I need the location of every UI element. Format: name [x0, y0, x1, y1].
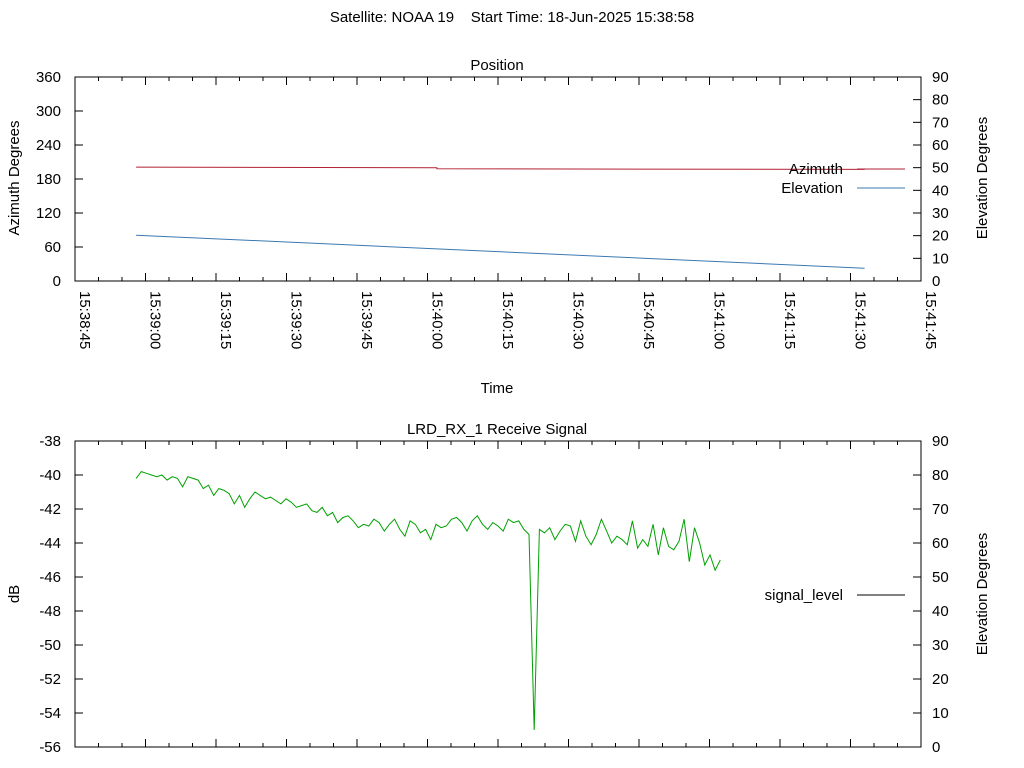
position-x-tick-label: 15:40:45 [640, 291, 657, 349]
signal-y2-tick-label: 30 [932, 637, 949, 654]
signal-y2-tick-label: 70 [932, 501, 949, 518]
signal-y2-tick-label: 40 [932, 603, 949, 620]
position-x-tick-label: 15:39:15 [217, 291, 234, 349]
position-x-tick-label: 15:39:00 [147, 291, 164, 349]
position-y2-tick-label: 50 [932, 160, 949, 177]
position-x-tick-label: 15:41:00 [711, 291, 728, 349]
position-chart: Position Azimuth Degrees Elevation Degre… [6, 57, 991, 397]
position-x-tick-label: 15:39:45 [358, 291, 375, 349]
position-y-tick-label: 0 [53, 273, 61, 290]
signal-y-tick-label: -54 [39, 705, 61, 722]
position-x-tick-label: 15:41:30 [852, 291, 869, 349]
position-y-tick-label: 360 [36, 69, 61, 86]
position-y2-tick-label: 70 [932, 114, 949, 131]
signal-chart: LRD_RX_1 Receive Signal dB Elevation Deg… [6, 421, 991, 756]
position-y-tick-label: 300 [36, 103, 61, 120]
position-x-tick-label: 15:39:30 [288, 291, 305, 349]
figure-title: Satellite: NOAA 19 Start Time: 18-Jun-20… [330, 9, 694, 26]
signal-y-tick-label: -50 [39, 637, 61, 654]
signal-y2-tick-label: 10 [932, 705, 949, 722]
position-y2-tick-label: 40 [932, 182, 949, 199]
position-x-tick-label: 15:38:45 [76, 291, 93, 349]
position-legend-azimuth-label: Azimuth [789, 161, 843, 178]
signal-y-tick-label: -42 [39, 501, 61, 518]
signal-y2-tick-label: 80 [932, 467, 949, 484]
position-plot-frame [74, 76, 922, 282]
signal-y2-tick-label: 0 [932, 739, 940, 756]
signal-y2-axis-label: Elevation Degrees [974, 533, 991, 656]
signal-y-tick-label: -48 [39, 603, 61, 620]
position-y-axis-label: Azimuth Degrees [6, 120, 23, 235]
signal-y-tick-label: -38 [39, 433, 61, 450]
signal-legend-label: signal_level [765, 587, 843, 604]
signal-y-tick-label: -40 [39, 467, 61, 484]
position-y2-tick-label: 20 [932, 228, 949, 245]
signal-y-tick-label: -46 [39, 569, 61, 586]
position-x-axis-label: Time [481, 380, 514, 397]
position-y-tick-label: 120 [36, 205, 61, 222]
position-chart-title: Position [470, 57, 523, 74]
position-y2-tick-label: 80 [932, 92, 949, 109]
signal-y-tick-label: -56 [39, 739, 61, 756]
signal-chart-title: LRD_RX_1 Receive Signal [407, 421, 587, 438]
position-y-tick-label: 180 [36, 171, 61, 188]
position-y2-tick-label: 0 [932, 273, 940, 290]
signal-y2-tick-label: 60 [932, 535, 949, 552]
signal-y-axis-label: dB [6, 585, 23, 603]
position-legend-elevation-label: Elevation [781, 180, 843, 197]
signal-y-tick-label: -44 [39, 535, 61, 552]
position-y2-tick-label: 10 [932, 250, 949, 267]
position-y-tick-label: 240 [36, 137, 61, 154]
signal-y2-tick-label: 50 [932, 569, 949, 586]
position-x-tick-label: 15:40:30 [570, 291, 587, 349]
position-x-tick-label: 15:40:00 [429, 291, 446, 349]
signal-series-signal-level-line [135, 471, 721, 731]
position-x-tick-label: 15:41:15 [781, 291, 798, 349]
position-series-elevation-line [136, 234, 865, 269]
position-y2-tick-label: 60 [932, 137, 949, 154]
signal-y2-tick-label: 20 [932, 671, 949, 688]
position-y2-axis-label: Elevation Degrees [974, 117, 991, 240]
position-x-tick-label: 15:41:45 [922, 291, 939, 349]
position-x-tick-label: 15:40:15 [499, 291, 516, 349]
position-y2-tick-label: 90 [932, 69, 949, 86]
signal-y-tick-label: -52 [39, 671, 61, 688]
signal-y2-tick-label: 90 [932, 433, 949, 450]
position-y2-tick-label: 30 [932, 205, 949, 222]
position-y-tick-label: 60 [44, 239, 61, 256]
position-series-azimuth-line [136, 166, 865, 170]
